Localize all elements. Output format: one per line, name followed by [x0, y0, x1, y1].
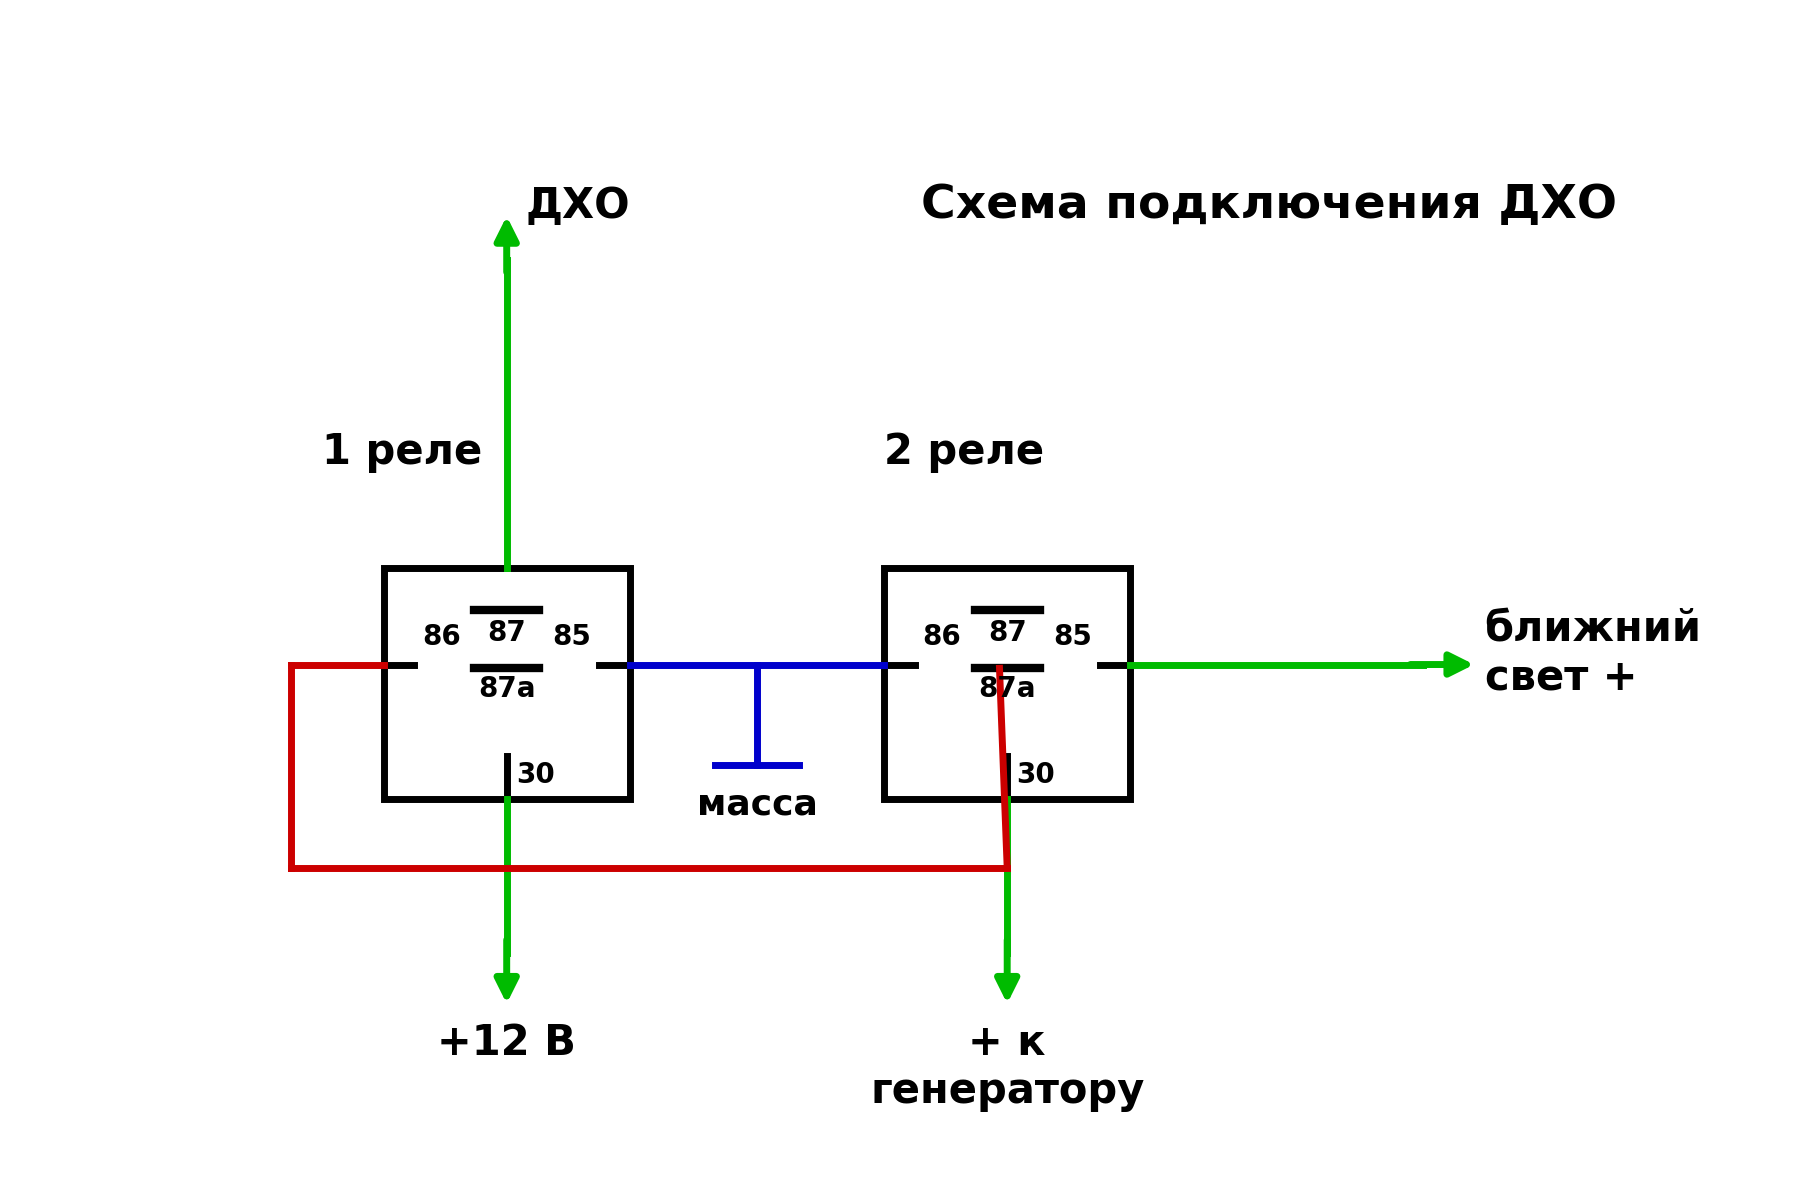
Text: Схема подключения ДХО: Схема подключения ДХО — [922, 184, 1616, 228]
Text: + к
генератору: + к генератору — [869, 1022, 1145, 1112]
Bar — [884, 568, 1130, 798]
Text: 30: 30 — [517, 761, 554, 790]
Text: 85: 85 — [553, 623, 592, 650]
Bar — [383, 568, 630, 798]
Text: 1 реле: 1 реле — [322, 431, 482, 473]
Text: 30: 30 — [1017, 761, 1055, 790]
Text: 87: 87 — [988, 619, 1026, 647]
Text: 87а: 87а — [979, 674, 1037, 702]
Text: 85: 85 — [1053, 623, 1093, 650]
Text: 86: 86 — [421, 623, 461, 650]
Text: 2 реле: 2 реле — [884, 431, 1044, 473]
Text: 87: 87 — [488, 619, 526, 647]
Text: масса: масса — [697, 787, 817, 822]
Text: +12 В: +12 В — [437, 1022, 576, 1064]
Text: 86: 86 — [922, 623, 961, 650]
Text: 87а: 87а — [479, 674, 535, 702]
Text: ДХО: ДХО — [526, 185, 630, 227]
Text: ближний
свет +: ближний свет + — [1485, 607, 1701, 698]
